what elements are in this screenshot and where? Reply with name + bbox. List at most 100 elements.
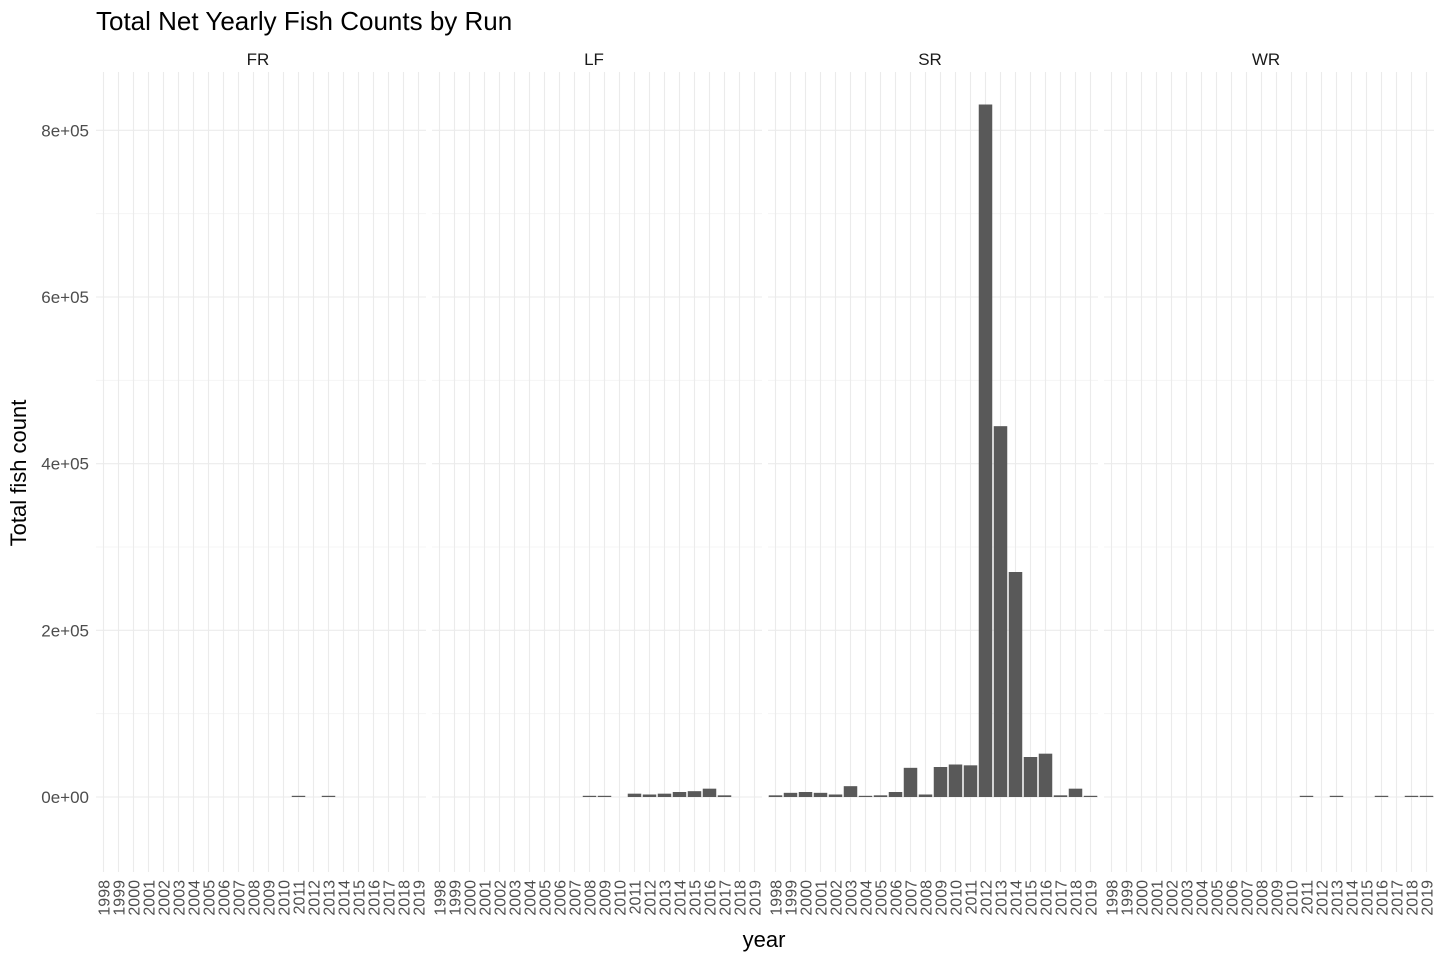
x-tick-label: 2003 <box>844 880 861 916</box>
x-tick-label: 2001 <box>814 880 831 916</box>
x-tick-label: 2001 <box>142 880 159 916</box>
x-tick-label: 2010 <box>949 880 966 916</box>
facet-panel-lf: LF19981999200020012002200320042005200620… <box>432 50 765 916</box>
bar-sr-2009 <box>933 767 948 797</box>
x-tick-label: 2010 <box>613 880 630 916</box>
x-tick-label: 2017 <box>718 880 735 916</box>
bar-sr-2012 <box>978 104 993 797</box>
x-tick-label: 2001 <box>478 880 495 916</box>
x-tick-label: 2005 <box>874 880 891 916</box>
y-tick-label: 8e+05 <box>41 121 89 140</box>
x-tick-label: 2003 <box>508 880 525 916</box>
x-tick-label: 2008 <box>583 880 600 916</box>
x-tick-label: 2012 <box>307 880 324 916</box>
facet-panel-fr: FR19981999200020012002200320042005200620… <box>96 50 429 916</box>
bar-lf-2013 <box>657 793 672 797</box>
bar-sr-2014 <box>1008 572 1023 797</box>
bar-sr-1999 <box>783 792 798 797</box>
x-tick-label: 2014 <box>337 880 354 916</box>
y-tick-label: 0e+00 <box>41 788 89 807</box>
bar-lf-2009 <box>597 795 612 797</box>
x-tick-label: 2002 <box>157 880 174 916</box>
facet-label-sr: SR <box>918 50 942 69</box>
bar-lf-2008 <box>582 795 597 797</box>
x-tick-label: 2014 <box>1009 880 1026 916</box>
x-tick-label: 2016 <box>367 880 384 916</box>
bar-sr-2006 <box>888 792 903 797</box>
x-tick-label: 2005 <box>1210 880 1227 916</box>
x-tick-label: 1999 <box>784 880 801 916</box>
bar-sr-2018 <box>1068 788 1083 797</box>
x-tick-label: 2017 <box>1390 880 1407 916</box>
bar-sr-2013 <box>993 426 1008 797</box>
bar-sr-1998 <box>768 795 783 797</box>
x-tick-label: 2019 <box>412 880 429 916</box>
y-axis: 0e+00 2e+05 4e+05 6e+05 8e+05 <box>41 121 89 807</box>
x-tick-label: 2002 <box>493 880 510 916</box>
bar-sr-2010 <box>948 764 963 797</box>
bar-sr-2019 <box>1083 795 1098 797</box>
bar-fr-2013 <box>321 795 336 797</box>
x-tick-label: 2018 <box>397 880 414 916</box>
x-tick-label: 2000 <box>799 880 816 916</box>
bar-sr-2003 <box>843 786 858 797</box>
x-tick-label: 2009 <box>598 880 615 916</box>
x-tick-label: 2006 <box>553 880 570 916</box>
x-tick-label: 2017 <box>382 880 399 916</box>
x-tick-label: 2011 <box>1300 880 1317 915</box>
bar-sr-2016 <box>1038 753 1053 797</box>
x-tick-label: 2018 <box>733 880 750 916</box>
bar-fr-2011 <box>291 795 306 797</box>
x-tick-label: 2005 <box>202 880 219 916</box>
x-tick-label: 2012 <box>643 880 660 916</box>
bar-sr-2000 <box>798 792 813 797</box>
x-tick-label: 2007 <box>904 880 921 916</box>
bar-lf-2011 <box>627 793 642 797</box>
x-axis-title: year <box>743 927 786 952</box>
bar-wr-2011 <box>1299 795 1314 797</box>
x-tick-label: 2008 <box>247 880 264 916</box>
x-tick-label: 2017 <box>1054 880 1071 916</box>
facet-panel-sr: SR19981999200020012002200320042005200620… <box>768 50 1101 916</box>
x-tick-label: 2019 <box>1084 880 1101 916</box>
x-tick-label: 2007 <box>1240 880 1257 916</box>
x-tick-label: 1998 <box>97 880 114 916</box>
x-tick-label: 2011 <box>628 880 645 915</box>
x-tick-label: 2014 <box>1345 880 1362 916</box>
facet-panels: FR19981999200020012002200320042005200620… <box>96 50 1437 916</box>
bar-lf-2012 <box>642 794 657 797</box>
bar-wr-2016 <box>1374 795 1389 797</box>
bar-sr-2015 <box>1023 757 1038 797</box>
x-tick-label: 2002 <box>829 880 846 916</box>
x-tick-label: 2009 <box>262 880 279 916</box>
chart-title: Total Net Yearly Fish Counts by Run <box>96 6 512 36</box>
bar-sr-2005 <box>873 795 888 797</box>
x-tick-label: 2010 <box>277 880 294 916</box>
facet-label-fr: FR <box>247 50 270 69</box>
x-tick-label: 1998 <box>433 880 450 916</box>
x-tick-label: 2015 <box>352 880 369 916</box>
x-tick-label: 2018 <box>1069 880 1086 916</box>
x-tick-label: 1998 <box>769 880 786 916</box>
bar-wr-2018 <box>1404 795 1419 797</box>
x-tick-label: 2010 <box>1285 880 1302 916</box>
y-tick-label: 6e+05 <box>41 288 89 307</box>
x-tick-label: 2008 <box>919 880 936 916</box>
x-tick-label: 2007 <box>232 880 249 916</box>
x-tick-label: 2002 <box>1165 880 1182 916</box>
x-tick-label: 2009 <box>1270 880 1287 916</box>
x-tick-label: 2015 <box>1024 880 1041 916</box>
x-tick-label: 2011 <box>964 880 981 915</box>
bar-wr-2013 <box>1329 795 1344 797</box>
x-tick-label: 2000 <box>1135 880 1152 916</box>
x-tick-label: 2000 <box>127 880 144 916</box>
bar-lf-2014 <box>672 792 687 797</box>
bar-lf-2017 <box>717 795 732 797</box>
x-tick-label: 2013 <box>658 880 675 916</box>
x-tick-label: 2014 <box>673 880 690 916</box>
bar-sr-2008 <box>918 794 933 797</box>
bar-lf-2016 <box>702 788 717 797</box>
bar-sr-2017 <box>1053 795 1068 797</box>
